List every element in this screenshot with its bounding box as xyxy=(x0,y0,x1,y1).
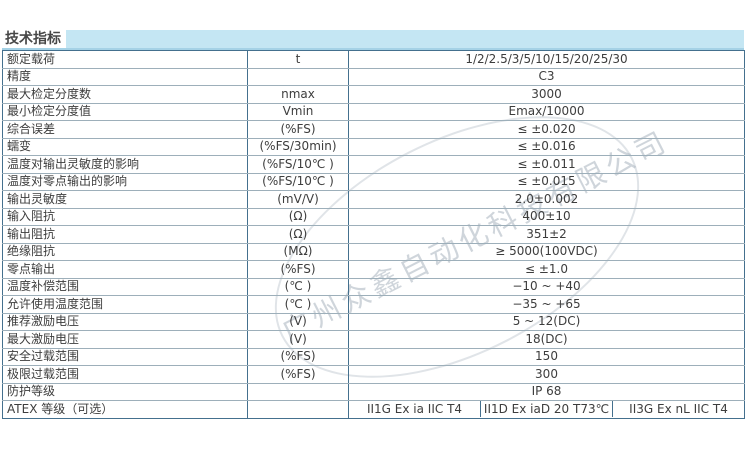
spec-value: 18(DC) xyxy=(348,330,745,349)
spec-label: 精度 xyxy=(2,67,248,86)
spec-value: ≤ ±0.016 xyxy=(348,137,745,156)
spec-unit: t xyxy=(247,50,349,69)
spec-value: 400±10 xyxy=(348,207,745,226)
spec-label: 推荐激励电压 xyxy=(2,312,248,331)
spec-value: 300 xyxy=(348,365,745,384)
spec-unit: (%FS/10℃ ) xyxy=(247,155,349,174)
spec-value: Emax/10000 xyxy=(348,102,745,121)
spec-value: C3 xyxy=(348,67,745,86)
spec-unit: (%FS/30min) xyxy=(247,137,349,156)
spec-value: 2.0±0.002 xyxy=(348,190,745,209)
spec-value: ≤ ±0.015 xyxy=(348,172,745,191)
spec-value: 351±2 xyxy=(348,225,745,244)
table-row: 温度对输出灵敏度的影响 (%FS/10℃ ) ≤ ±0.011 xyxy=(2,155,745,174)
spec-label: 输出阻抗 xyxy=(2,225,248,244)
atex-rating-nl: II3G Ex nL IIC T4 xyxy=(612,401,744,418)
spec-label: 允许使用温度范围 xyxy=(2,295,248,314)
spec-label: ATEX 等级（可选） xyxy=(2,400,248,419)
table-row: 推荐激励电压 (V) 5 ~ 12(DC) xyxy=(2,312,745,331)
spec-unit: (V) xyxy=(247,312,349,331)
spec-unit: (%FS/10℃ ) xyxy=(247,172,349,191)
section-header: 技术指标 xyxy=(2,30,744,50)
spec-unit xyxy=(247,400,349,419)
spec-unit: (V) xyxy=(247,330,349,349)
table-row: 精度 C3 xyxy=(2,67,745,86)
table-row: 输出灵敏度 (mV/V) 2.0±0.002 xyxy=(2,190,745,209)
spec-unit: (%FS) xyxy=(247,365,349,384)
spec-label: 最大激励电压 xyxy=(2,330,248,349)
table-row: 安全过载范围 (%FS) 150 xyxy=(2,347,745,366)
table-row: 蠕变 (%FS/30min) ≤ ±0.016 xyxy=(2,137,745,156)
spec-table: 额定载荷 t 1/2/2.5/3/5/10/15/20/25/30 精度 C3 … xyxy=(2,50,745,419)
spec-unit: (MΩ) xyxy=(247,242,349,261)
spec-unit: (℃ ) xyxy=(247,277,349,296)
spec-label: 零点输出 xyxy=(2,260,248,279)
spec-value: 1/2/2.5/3/5/10/15/20/25/30 xyxy=(348,50,745,69)
table-row: 绝缘阻抗 (MΩ) ≥ 5000(100VDC) xyxy=(2,242,745,261)
spec-label: 额定载荷 xyxy=(2,50,248,69)
spec-value: −10 ~ +40 xyxy=(348,277,745,296)
table-row: 温度对零点输出的影响 (%FS/10℃ ) ≤ ±0.015 xyxy=(2,172,745,191)
spec-unit xyxy=(247,382,349,401)
spec-label: 最小检定分度值 xyxy=(2,102,248,121)
table-row: 输出阻抗 (Ω) 351±2 xyxy=(2,225,745,244)
table-row: 极限过载范围 (%FS) 300 xyxy=(2,365,745,384)
spec-label: 绝缘阻抗 xyxy=(2,242,248,261)
spec-sheet: 技术指标 额定载荷 t 1/2/2.5/3/5/10/15/20/25/30 精… xyxy=(0,30,750,419)
spec-label: 温度对输出灵敏度的影响 xyxy=(2,155,248,174)
spec-label: 安全过载范围 xyxy=(2,347,248,366)
spec-unit: (Ω) xyxy=(247,225,349,244)
spec-unit: (℃ ) xyxy=(247,295,349,314)
spec-value: 150 xyxy=(348,347,745,366)
spec-value: ≤ ±0.020 xyxy=(348,120,745,139)
spec-label: 防护等级 xyxy=(2,382,248,401)
spec-unit: Vmin xyxy=(247,102,349,121)
spec-value: ≤ ±0.011 xyxy=(348,155,745,174)
table-row: 额定载荷 t 1/2/2.5/3/5/10/15/20/25/30 xyxy=(2,50,745,69)
spec-label: 极限过载范围 xyxy=(2,365,248,384)
spec-unit: nmax xyxy=(247,85,349,104)
section-title: 技术指标 xyxy=(5,31,61,47)
spec-label: 最大检定分度数 xyxy=(2,85,248,104)
spec-unit: (%FS) xyxy=(247,120,349,139)
spec-value: II1G Ex ia IIC T4 II1D Ex iaD 20 T73℃ II… xyxy=(348,400,745,419)
section-title-band xyxy=(66,30,744,48)
atex-rating-gas: II1G Ex ia IIC T4 xyxy=(366,401,463,416)
table-row-atex: ATEX 等级（可选） II1G Ex ia IIC T4 II1D Ex ia… xyxy=(2,400,745,419)
spec-value: 3000 xyxy=(348,85,745,104)
spec-label: 综合误差 xyxy=(2,120,248,139)
spec-value: ≥ 5000(100VDC) xyxy=(348,242,745,261)
spec-label: 蠕变 xyxy=(2,137,248,156)
table-row: 允许使用温度范围 (℃ ) −35 ~ +65 xyxy=(2,295,745,314)
spec-value: ≤ ±1.0 xyxy=(348,260,745,279)
spec-table-body: 额定载荷 t 1/2/2.5/3/5/10/15/20/25/30 精度 C3 … xyxy=(2,50,745,419)
spec-unit: (Ω) xyxy=(247,207,349,226)
spec-label: 温度补偿范围 xyxy=(2,277,248,296)
table-row: 输入阻抗 (Ω) 400±10 xyxy=(2,207,745,226)
spec-value: −35 ~ +65 xyxy=(348,295,745,314)
table-row: 最小检定分度值 Vmin Emax/10000 xyxy=(2,102,745,121)
table-row: 综合误差 (%FS) ≤ ±0.020 xyxy=(2,120,745,139)
table-row: 最大检定分度数 nmax 3000 xyxy=(2,85,745,104)
spec-value: IP 68 xyxy=(348,382,745,401)
atex-values: II1G Ex ia IIC T4 II1D Ex iaD 20 T73℃ II… xyxy=(350,401,744,418)
table-row: 最大激励电压 (V) 18(DC) xyxy=(2,330,745,349)
spec-unit: (mV/V) xyxy=(247,190,349,209)
spec-label: 输入阻抗 xyxy=(2,207,248,226)
spec-value: 5 ~ 12(DC) xyxy=(348,312,745,331)
spec-label: 温度对零点输出的影响 xyxy=(2,172,248,191)
table-row: 温度补偿范围 (℃ ) −10 ~ +40 xyxy=(2,277,745,296)
spec-unit xyxy=(247,67,349,86)
spec-label: 输出灵敏度 xyxy=(2,190,248,209)
table-row: 零点输出 (%FS) ≤ ±1.0 xyxy=(2,260,745,279)
atex-rating-dust: II1D Ex iaD 20 T73℃ xyxy=(480,401,612,418)
spec-unit: (%FS) xyxy=(247,347,349,366)
spec-unit: (%FS) xyxy=(247,260,349,279)
table-row: 防护等级 IP 68 xyxy=(2,382,745,401)
